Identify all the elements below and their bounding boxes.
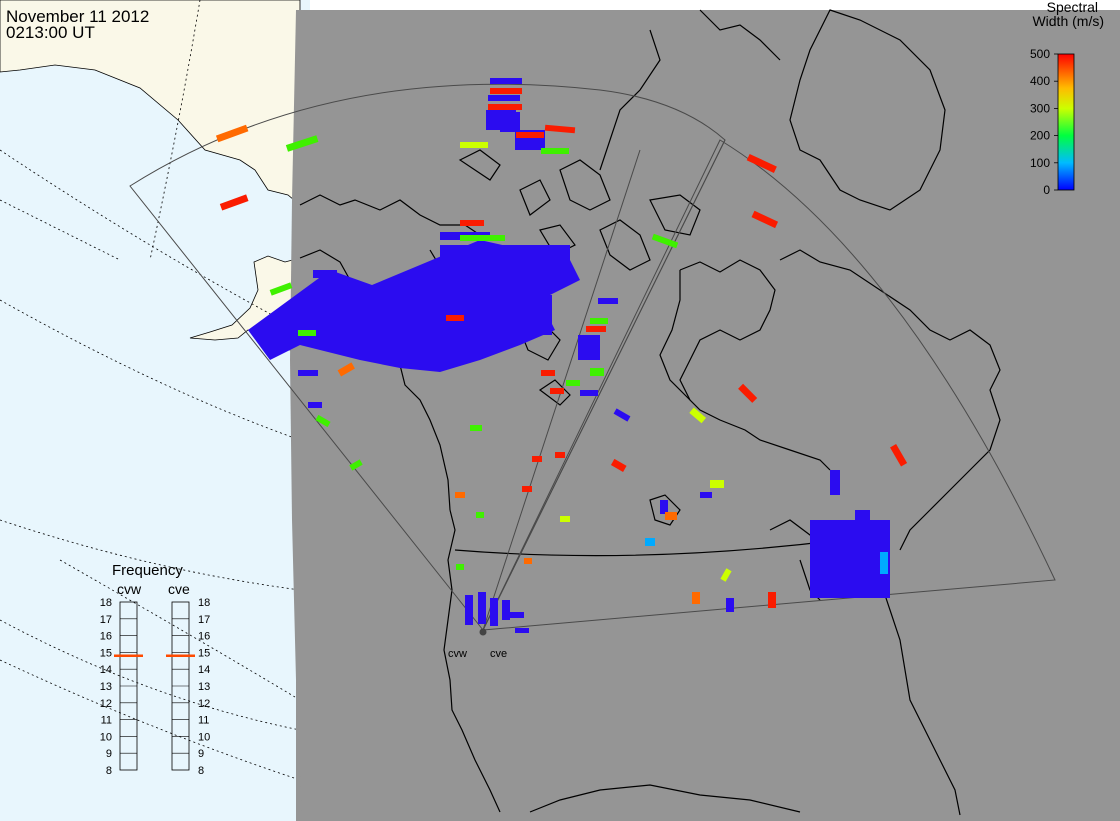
freq-scale-label-left: 10: [100, 731, 112, 743]
time-text: 0213:00 UT: [6, 23, 95, 42]
freq-scale-label-left: 12: [100, 698, 112, 710]
freq-scale-label-right: 17: [198, 614, 210, 626]
colorbar: Spectral Width (m/s) 500 400 300 200 100 0: [1030, 0, 1104, 197]
freq-scale-label-right: 8: [198, 765, 204, 777]
date-text: November 11 2012: [6, 7, 150, 26]
freq-scale-label-right: 15: [198, 647, 210, 659]
freq-scale-label-right: 10: [198, 731, 210, 743]
colorbar-title-1: Spectral: [1047, 0, 1098, 15]
colorbar-tick-label: 200: [1030, 129, 1050, 143]
colorbar-tick-label: 0: [1043, 183, 1050, 197]
freq-scale-label-left: 13: [100, 681, 112, 693]
colorbar-title-2: Width (m/s): [1032, 13, 1104, 29]
freq-scale-label-right: 12: [198, 698, 210, 710]
freq-scale-label-left: 18: [100, 597, 112, 609]
freq-radar-label-cvw: cvw: [117, 581, 142, 597]
shaded-background: [296, 10, 1120, 821]
freq-scale-label-right: 18: [198, 597, 210, 609]
freq-scale-label-left: 9: [106, 748, 112, 760]
freq-scale-label-left: 11: [101, 715, 112, 727]
freq-scale-label-right: 14: [198, 664, 210, 676]
timestamp: November 11 2012 0213:00 UT: [6, 7, 150, 42]
site-label-cve: cve: [490, 648, 507, 660]
colorbar-tick-label: 100: [1030, 156, 1050, 170]
freq-scale-label-left: 8: [106, 765, 112, 777]
freq-scale-label-right: 9: [198, 748, 204, 760]
freq-scale-label-left: 15: [100, 647, 112, 659]
freq-radar-label-cve: cve: [168, 581, 190, 597]
colorbar-gradient: [1057, 53, 1075, 191]
frequency-panel: Frequency cvw cve 18 18 17 17 16 16 15 15 14 14 13…: [100, 562, 211, 777]
radar-echoes: [215, 78, 908, 633]
graticule-night: [0, 0, 301, 781]
freq-scale-label-right: 16: [198, 631, 210, 643]
freq-scale-label-right: 11: [198, 715, 209, 727]
terminator-edge: [290, 10, 310, 821]
freq-scale-label-left: 16: [100, 631, 112, 643]
freq-scale-label-left: 17: [100, 614, 112, 626]
freq-scale-label-right: 13: [198, 681, 210, 693]
colorbar-tick-label: 400: [1030, 74, 1050, 88]
colorbar-tick-label: 500: [1030, 47, 1050, 61]
freq-scale-label-left: 14: [100, 664, 112, 676]
colorbar-tick-label: 300: [1030, 101, 1050, 115]
radar-site-marker: [479, 628, 487, 636]
parallel-49: [454, 539, 841, 557]
frequency-title: Frequency: [112, 562, 183, 579]
site-label-cvw: cvw: [448, 648, 467, 660]
